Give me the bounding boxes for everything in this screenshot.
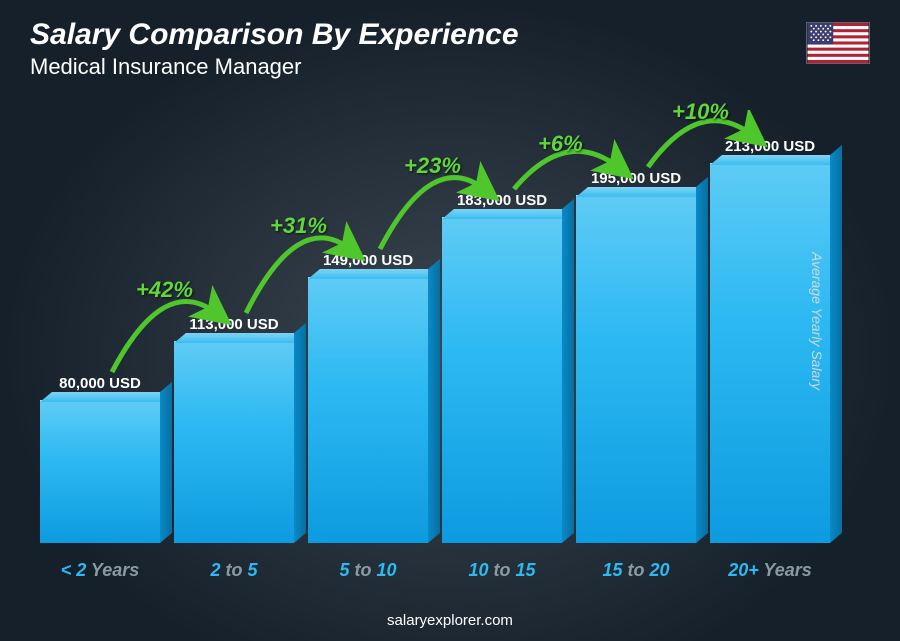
bar-value-label: 195,000 USD (591, 170, 681, 187)
bar (308, 277, 428, 543)
us-flag-icon (806, 22, 870, 64)
bar-group: 195,000 USD (576, 170, 696, 543)
bar-group: 183,000 USD (442, 192, 562, 543)
x-axis-label: 2 to 5 (174, 560, 294, 581)
pct-increase-label: +10% (672, 99, 729, 125)
x-axis: < 2 Years 2 to 5 5 to 10 10 to 15 15 to 20 20… (40, 560, 830, 581)
page-subtitle: Medical Insurance Manager (30, 54, 870, 80)
bar-value-label: 80,000 USD (59, 375, 141, 392)
header: Salary Comparison By Experience Medical … (30, 18, 870, 80)
bar-value-label: 149,000 USD (323, 252, 413, 269)
bar-value-label: 183,000 USD (457, 192, 547, 209)
bar-group: 113,000 USD (174, 316, 294, 543)
footer-attribution: salaryexplorer.com (0, 612, 900, 629)
bar (576, 195, 696, 543)
x-axis-label: 15 to 20 (576, 560, 696, 581)
chart-area: 80,000 USD 113,000 USD 149,000 USD 183,000 … (40, 110, 830, 581)
bar-value-label: 213,000 USD (725, 138, 815, 155)
bar-group: 80,000 USD (40, 375, 160, 543)
x-axis-label: 20+ Years (710, 560, 830, 581)
pct-increase-label: +23% (404, 153, 461, 179)
x-axis-label: < 2 Years (40, 560, 160, 581)
bar (40, 400, 160, 543)
bar-group: 149,000 USD (308, 252, 428, 543)
bar-value-label: 113,000 USD (189, 316, 278, 333)
pct-increase-label: +42% (136, 277, 193, 303)
bar (442, 217, 562, 543)
page-title: Salary Comparison By Experience (30, 18, 870, 52)
pct-increase-label: +6% (538, 131, 583, 157)
bar (174, 341, 294, 543)
pct-increase-label: +31% (270, 213, 327, 239)
x-axis-label: 5 to 10 (308, 560, 428, 581)
y-axis-label: Average Yearly Salary (809, 251, 825, 389)
x-axis-label: 10 to 15 (442, 560, 562, 581)
